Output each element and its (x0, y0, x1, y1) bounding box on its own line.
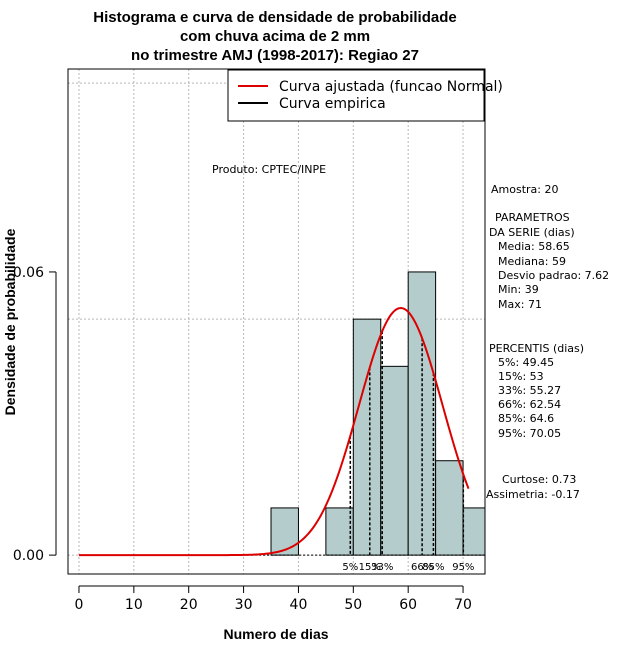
legend: Curva ajustada (funcao Normal) Curva emp… (227, 69, 503, 122)
stats-panel: Amostra: 20 PARAMETROS DA SERIE (dias) M… (486, 183, 609, 501)
histogram-bar-6 (435, 460, 464, 556)
stat-p5: 5%: 49.45 (498, 356, 554, 369)
product-annotation: Produto: CPTEC/INPE (212, 163, 326, 176)
percentile-labels-layer: 5% 15%33% 66%85% 95% (342, 562, 474, 573)
stat-min: Min: 39 (498, 283, 539, 296)
x-tick-label-6: 60 (399, 597, 417, 613)
histogram-bar-3 (352, 318, 382, 556)
stat-p66: 66%: 62.54 (498, 398, 561, 411)
stat-p95: 95%: 70.05 (498, 427, 561, 440)
axis-layer: 0 10 20 30 40 50 60 70 0.00 0.06 (13, 265, 472, 613)
curve-layer (78, 307, 470, 557)
histogram-bar-7 (462, 507, 486, 556)
y-tick-label-1: 0.06 (13, 265, 44, 281)
stat-p33: 33%: 55.27 (498, 384, 561, 397)
stat-mediana: Mediana: 59 (498, 255, 566, 268)
percentile-lines-layer (78, 331, 485, 556)
stat-curtose: Curtose: 0.73 (502, 473, 576, 486)
percentile-label-4: 85% (422, 562, 444, 573)
histogram-bar-0 (270, 507, 299, 556)
stat-param-header-1: PARAMETROS (495, 211, 570, 224)
legend-label-fitted: Curva ajustada (funcao Normal) (279, 79, 503, 95)
percentile-label-1: 15% (359, 562, 381, 573)
x-tick-label-3: 30 (235, 597, 253, 613)
x-tick-label-5: 50 (344, 597, 362, 613)
stat-amostra: Amostra: 20 (491, 183, 558, 196)
stat-desvio: Desvio padrao: 7.62 (498, 269, 609, 282)
stat-media: Media: 58.65 (498, 240, 570, 253)
legend-box (227, 69, 485, 122)
histogram-bar-4 (380, 365, 409, 556)
normal-curve (78, 307, 470, 557)
chart-title-line-2: com chuva acima de 2 mm (180, 28, 370, 45)
percentile-label-5: 95% (452, 562, 474, 573)
chart-title-line-1: Histograma e curva de densidade de proba… (93, 9, 456, 26)
percentile-label-3: 66% (411, 562, 433, 573)
x-tick-label-4: 40 (290, 597, 308, 613)
x-tick-label-1: 10 (125, 597, 143, 613)
stat-p85: 85%: 64.6 (498, 412, 554, 425)
bars-layer (270, 271, 486, 556)
x-tick-label-7: 70 (454, 597, 472, 613)
stat-percentis-header: PERCENTIS (dias) (489, 342, 584, 355)
stat-max: Max: 71 (498, 298, 542, 311)
histogram-bar-2 (325, 507, 354, 556)
stat-p15: 15%: 53 (498, 370, 544, 383)
y-axis-title: Densidade de probabilidade (2, 228, 18, 415)
x-tick-label-0: 0 (75, 597, 84, 613)
stat-assimetria: Assimetria: -0.17 (486, 488, 580, 501)
percentile-label-2: 33% (371, 562, 393, 573)
y-tick-label-0: 0.00 (13, 548, 44, 564)
legend-label-empirical: Curva empirica (279, 96, 386, 112)
stat-param-header-2: DA SERIE (dias) (489, 226, 575, 239)
percentile-label-0: 5% (342, 562, 358, 573)
chart-title-line-3: no trimestre AMJ (1998-2017): Regiao 27 (131, 47, 419, 64)
x-axis-title: Numero de dias (223, 626, 328, 642)
x-tick-label-2: 20 (180, 597, 198, 613)
plot-frame (67, 68, 486, 575)
